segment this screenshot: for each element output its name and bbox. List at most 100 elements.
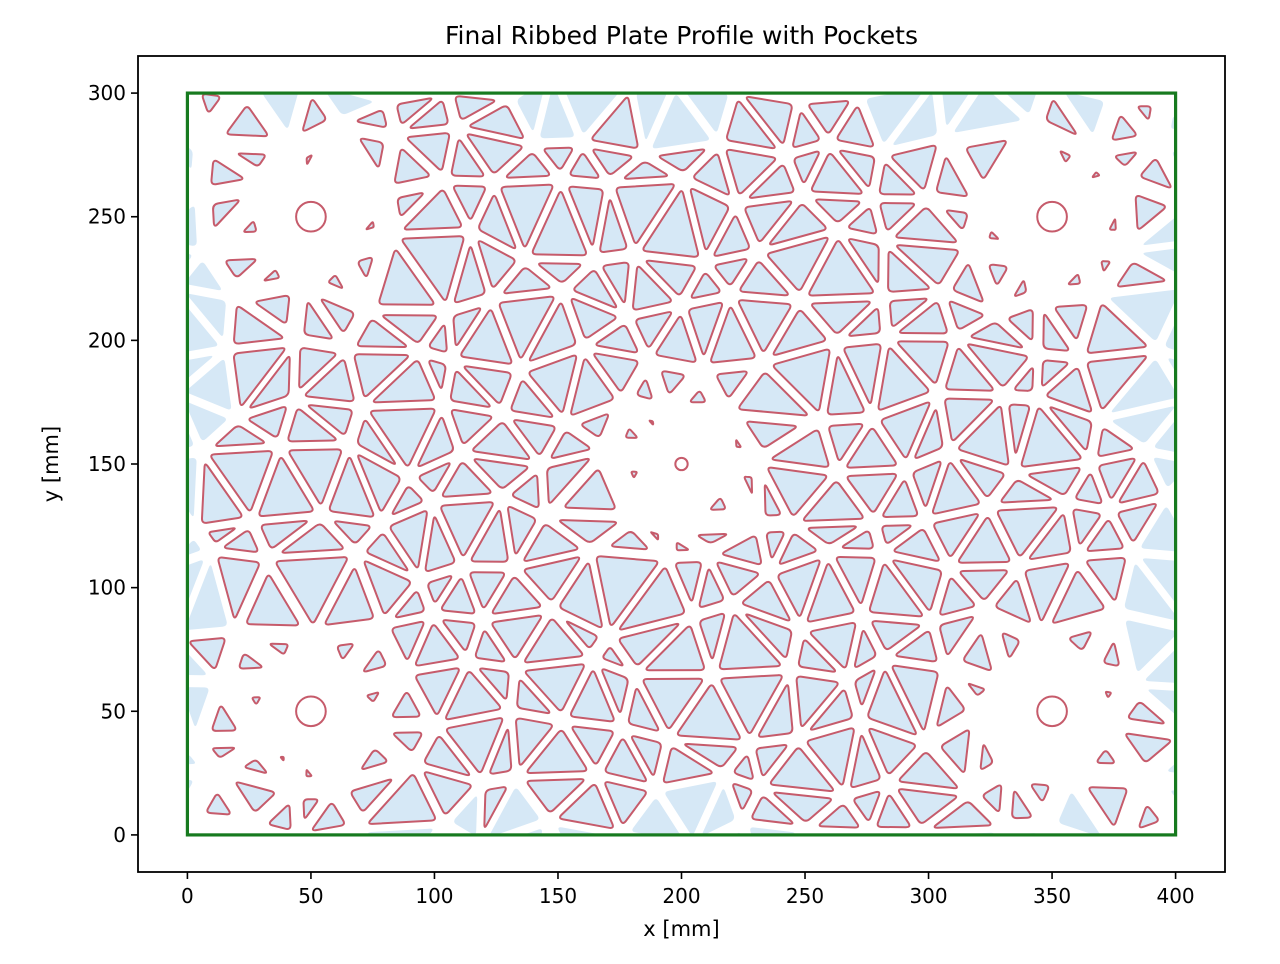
pocket <box>528 354 578 413</box>
pocket <box>957 517 1011 564</box>
pocket-clipped <box>1126 620 1176 671</box>
pocket <box>233 305 284 345</box>
pocket <box>931 462 980 515</box>
y-tick-label: 0 <box>113 823 126 847</box>
pocket <box>469 105 524 140</box>
pocket <box>593 352 639 392</box>
pocket <box>394 591 425 619</box>
pocket <box>769 204 827 246</box>
pocket <box>503 267 551 295</box>
pocket <box>363 650 387 673</box>
pocket <box>676 684 741 741</box>
pocket <box>452 307 482 346</box>
pocket <box>828 422 864 461</box>
pocket <box>511 474 540 508</box>
pocket <box>959 459 1005 497</box>
pocket <box>697 532 728 544</box>
pocket <box>356 419 396 465</box>
pocket <box>328 456 375 518</box>
pocket <box>941 729 971 773</box>
y-tick-label: 200 <box>88 328 126 352</box>
pocket <box>688 301 724 356</box>
pocket <box>378 249 435 306</box>
pocket <box>210 159 244 186</box>
x-tick-label: 300 <box>909 884 947 908</box>
pocket <box>208 527 236 543</box>
pocket <box>933 513 979 557</box>
pocket <box>450 139 485 178</box>
pocket <box>763 484 781 517</box>
pocket <box>806 563 855 623</box>
pocket <box>739 261 789 297</box>
pocket <box>836 106 874 148</box>
pocket <box>414 624 459 667</box>
pocket <box>891 664 939 731</box>
pocket <box>619 567 685 631</box>
pocket <box>848 308 881 337</box>
pocket <box>1086 520 1124 552</box>
pocket <box>635 311 673 348</box>
plate-outline <box>185 91 1178 837</box>
pocket <box>189 637 226 670</box>
pocket <box>211 705 237 732</box>
pocket <box>879 202 916 231</box>
pocket <box>368 774 436 825</box>
center-hole-circle <box>674 456 689 472</box>
pocket <box>423 771 472 815</box>
pocket <box>599 199 628 254</box>
pocket <box>737 299 792 352</box>
pocket <box>571 725 614 765</box>
pocket <box>570 358 614 416</box>
pocket <box>877 347 930 411</box>
pocket-clipped <box>1141 507 1176 552</box>
pocket-clipped <box>1112 406 1175 443</box>
pocket <box>1046 367 1093 413</box>
pocket <box>466 133 523 174</box>
pocket <box>565 620 598 649</box>
pocket <box>288 448 342 505</box>
pocket <box>881 524 912 544</box>
pocket <box>939 577 975 616</box>
pocket-clipped <box>1059 793 1101 835</box>
pocket <box>570 670 615 723</box>
pocket <box>792 112 820 148</box>
pocket <box>745 613 793 658</box>
pocket <box>515 717 553 766</box>
pocket <box>1140 159 1172 189</box>
pocket <box>895 630 938 663</box>
pocket <box>483 786 507 828</box>
pocket <box>936 157 968 198</box>
pocket <box>882 480 919 519</box>
pocket <box>746 420 797 448</box>
pocket <box>769 747 834 793</box>
x-tick-label: 400 <box>1156 884 1194 908</box>
pocket <box>366 533 409 572</box>
pocket-clipped <box>750 827 795 835</box>
pocket <box>806 727 855 786</box>
pocket <box>454 95 496 120</box>
bolt-hole-circle <box>295 695 327 728</box>
pocket <box>826 356 865 416</box>
pocket <box>559 519 618 543</box>
pocket <box>601 668 629 713</box>
pocket <box>361 749 388 771</box>
pocket <box>592 148 633 175</box>
pocket <box>755 744 788 777</box>
pocket <box>1104 690 1112 698</box>
pocket <box>710 306 756 364</box>
pocket <box>1049 406 1093 451</box>
pocket <box>648 419 655 426</box>
pocket <box>428 324 448 353</box>
pocket <box>945 209 968 230</box>
pocket <box>871 620 921 651</box>
pocket <box>720 674 783 735</box>
x-axis-label: x [mm] <box>643 917 719 941</box>
pocket-clipped <box>263 93 298 128</box>
pocket <box>366 691 380 702</box>
pocket <box>645 259 696 296</box>
pocket <box>631 735 662 776</box>
pocket-clipped <box>1165 322 1176 351</box>
pocket-pattern <box>187 93 1176 835</box>
pocket <box>440 578 476 615</box>
